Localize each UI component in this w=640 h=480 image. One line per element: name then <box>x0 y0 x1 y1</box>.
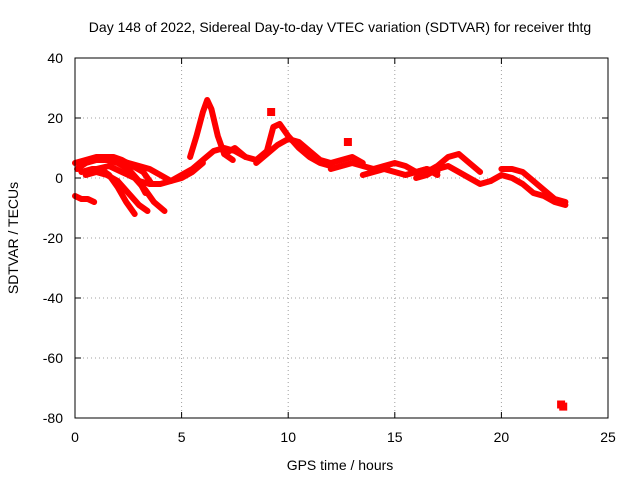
points-layer <box>267 108 568 411</box>
y-tick-label: -60 <box>43 350 63 366</box>
series-track-p <box>487 172 569 208</box>
y-tick-label: 40 <box>47 50 63 66</box>
y-tick-label: 20 <box>47 110 63 126</box>
data-point <box>559 402 568 411</box>
series-track-l <box>359 166 441 178</box>
grid-lines <box>75 58 608 418</box>
y-tick-label: 0 <box>55 170 63 186</box>
series-peak <box>187 97 236 163</box>
x-tick-label: 5 <box>178 429 186 445</box>
x-tick-label: 15 <box>387 429 403 445</box>
chart-title: Day 148 of 2022, Sidereal Day-to-day VTE… <box>89 19 591 35</box>
axis-ticks: 0 5 10 15 20 25 -80 -60 -40 -20 0 20 40 <box>43 50 616 445</box>
series-track-d <box>82 169 151 214</box>
data-point <box>267 108 276 116</box>
y-axis-label: SDTVAR / TECUs <box>5 182 21 294</box>
x-tick-label: 0 <box>71 429 79 445</box>
series-track-j <box>253 136 366 166</box>
y-tick-label: -80 <box>43 410 63 426</box>
x-tick-label: 20 <box>494 429 510 445</box>
series-track-e <box>93 163 168 214</box>
series-track-n <box>423 151 484 175</box>
y-tick-label: -20 <box>43 230 63 246</box>
x-tick-label: 10 <box>280 429 296 445</box>
series-track-i <box>221 121 334 169</box>
data-point <box>343 138 352 146</box>
series-layer <box>72 97 569 217</box>
x-axis-label: GPS time / hours <box>287 457 394 473</box>
y-tick-label: -40 <box>43 290 63 306</box>
x-tick-label: 25 <box>600 429 616 445</box>
plot-frame <box>74 57 609 419</box>
series-track-g <box>72 193 98 205</box>
series-track-o <box>498 166 569 205</box>
